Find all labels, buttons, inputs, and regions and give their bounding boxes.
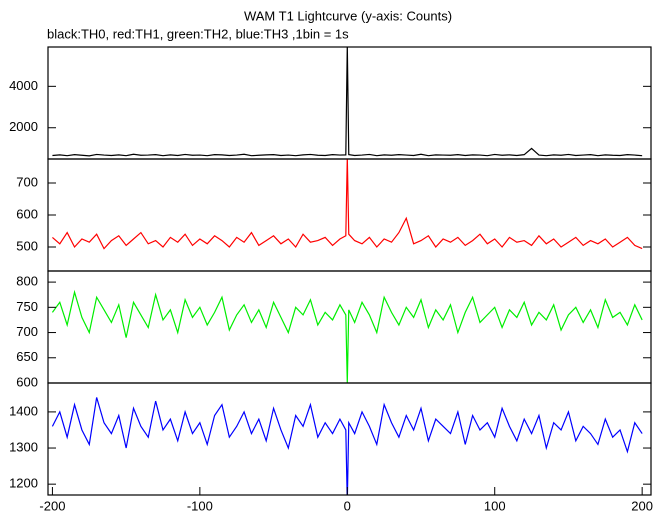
- panel-frame: [47, 158, 652, 272]
- y-tick-label: 1400: [9, 403, 38, 418]
- panel-frame: [47, 46, 652, 160]
- y-tick-label: 700: [16, 324, 38, 339]
- x-tick-label: -200: [39, 498, 65, 513]
- chart-subtitle: black:TH0, red:TH1, green:TH2, blue:TH3 …: [47, 26, 349, 41]
- y-tick-label: 500: [16, 238, 38, 253]
- y-tick-label: 1300: [9, 439, 38, 454]
- y-tick-label: 2000: [9, 119, 38, 134]
- data-line: [51, 289, 643, 383]
- x-tick-label: 100: [484, 498, 506, 513]
- x-tick-label: 200: [631, 498, 653, 513]
- y-tick-label: 600: [16, 374, 38, 389]
- panel-frame: [47, 382, 652, 496]
- y-tick-label: 800: [16, 274, 38, 289]
- y-tick-label: 4000: [9, 78, 38, 93]
- data-line: [51, 397, 643, 495]
- y-tick-label: 650: [16, 349, 38, 364]
- y-tick-label: 750: [16, 299, 38, 314]
- x-tick-label: -100: [187, 498, 213, 513]
- data-line: [52, 47, 643, 157]
- y-tick-label: 700: [16, 174, 38, 189]
- x-tick-label: 0: [344, 498, 351, 513]
- y-tick-label: 1200: [9, 476, 38, 491]
- y-tick-label: 600: [16, 206, 38, 221]
- chart-title: WAM T1 Lightcurve (y-axis: Counts): [244, 8, 452, 23]
- data-line: [52, 159, 643, 250]
